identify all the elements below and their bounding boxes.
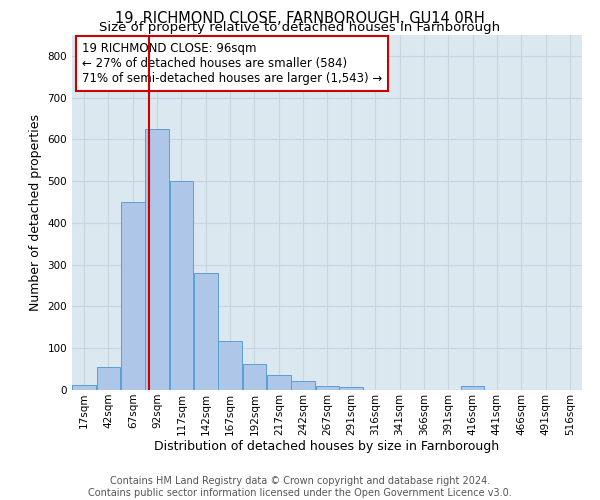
Bar (72, 385, 96, 390)
Text: Size of property relative to detached houses in Farnborough: Size of property relative to detached ho… (100, 22, 500, 35)
Bar (97, 367, 121, 390)
Bar (291, 381, 315, 390)
Bar (145, 129, 169, 390)
Text: 19 RICHMOND CLOSE: 96sqm
← 27% of detached houses are smaller (584)
71% of semi-: 19 RICHMOND CLOSE: 96sqm ← 27% of detach… (82, 42, 382, 85)
Bar (461, 386, 484, 390)
Bar (316, 386, 340, 390)
X-axis label: Distribution of detached houses by size in Farnborough: Distribution of detached houses by size … (154, 440, 500, 454)
Bar (170, 181, 193, 390)
Bar (194, 273, 218, 390)
Bar (267, 374, 290, 390)
Bar (242, 364, 266, 390)
Bar (218, 340, 242, 390)
Text: 19, RICHMOND CLOSE, FARNBOROUGH, GU14 0RH: 19, RICHMOND CLOSE, FARNBOROUGH, GU14 0R… (115, 11, 485, 26)
Text: Contains HM Land Registry data © Crown copyright and database right 2024.
Contai: Contains HM Land Registry data © Crown c… (88, 476, 512, 498)
Bar (121, 202, 145, 390)
Y-axis label: Number of detached properties: Number of detached properties (29, 114, 42, 311)
Bar (339, 386, 363, 390)
